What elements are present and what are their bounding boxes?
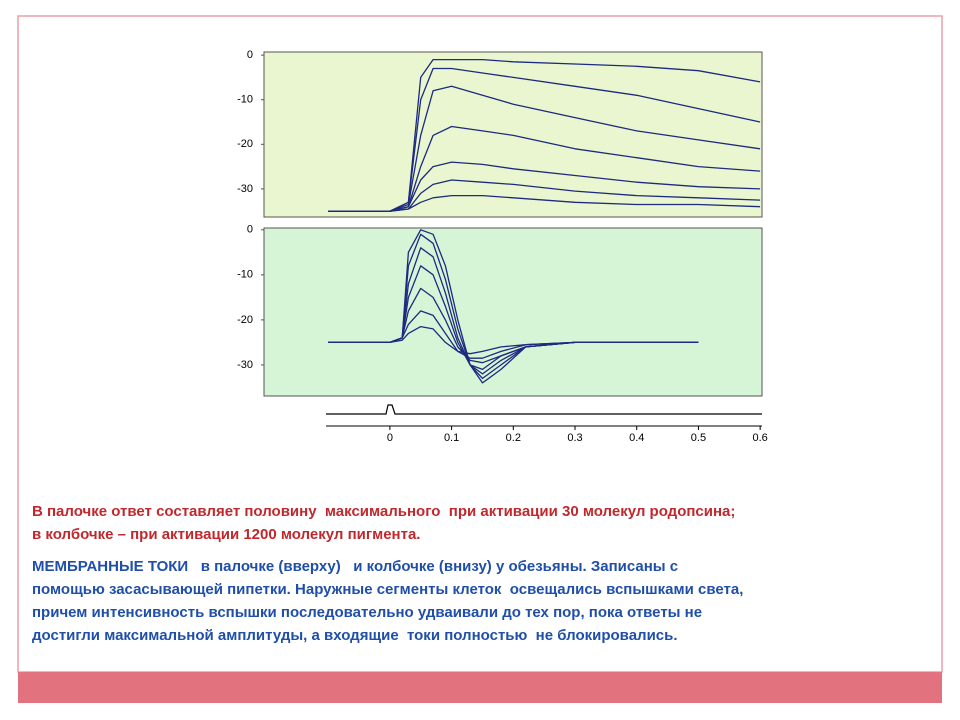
text-line: МЕМБРАННЫЕ ТОКИ в палочке (вверху) и кол…	[32, 558, 679, 575]
text-line: помощью засасывающей пипетки. Наружные с…	[32, 581, 744, 598]
y-tick-label: 0	[247, 49, 253, 61]
text-line: в колбочке – при активации 1200 молекул …	[32, 526, 421, 543]
y-tick-label: -10	[237, 94, 253, 106]
plot-area	[263, 51, 763, 218]
note: В палочке ответ составляет половину макс…	[32, 500, 735, 546]
x-tick-label: 0.6	[753, 432, 768, 444]
y-tick-label: -20	[237, 314, 253, 326]
x-tick-label: 0	[387, 432, 393, 444]
x-tick-label: 0.1	[444, 432, 459, 444]
y-tick-label: -20	[237, 138, 253, 150]
x-tick-label: 0.2	[506, 432, 521, 444]
text-line: достигли максимальной амплитуды, а входя…	[32, 627, 678, 644]
y-tick-label: -10	[237, 269, 253, 281]
text-line: В палочке ответ составляет половину макс…	[32, 503, 736, 520]
description: МЕМБРАННЫЕ ТОКИ в палочке (вверху) и кол…	[32, 555, 743, 647]
x-tick-label: 0.3	[567, 432, 582, 444]
y-tick-label: 0	[247, 224, 253, 236]
x-tick-label: 0.4	[629, 432, 644, 444]
y-tick-label: -30	[237, 183, 253, 195]
plot-area	[263, 227, 763, 397]
footer-band	[18, 672, 942, 703]
trace	[328, 325, 699, 355]
trace	[328, 194, 761, 212]
trace	[328, 310, 699, 359]
text-line: причем интенсивность вспышки последовате…	[32, 604, 703, 621]
trace	[328, 287, 699, 364]
y-tick-label: -30	[237, 359, 253, 371]
x-tick-label: 0.5	[691, 432, 706, 444]
stimulus-trace	[326, 404, 762, 415]
